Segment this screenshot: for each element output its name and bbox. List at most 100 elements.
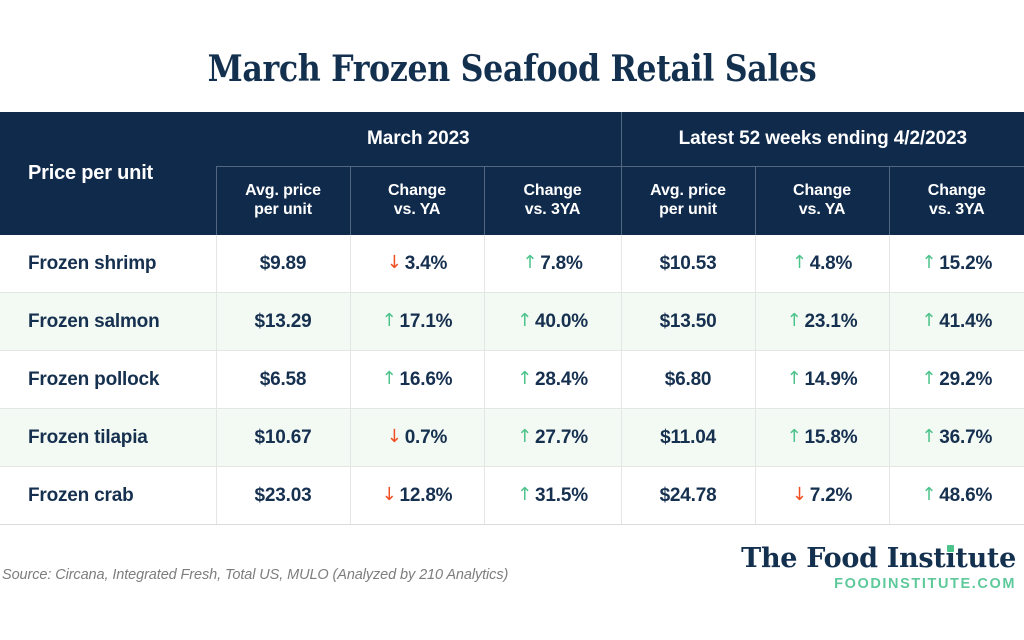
arrow-up-icon: ↑ xyxy=(381,309,397,331)
cell-latest-avg-price: $13.50 xyxy=(620,292,756,351)
cell-latest-change-3ya: ↑ 48.6% xyxy=(888,466,1024,525)
cell-latest-avg-price: $24.78 xyxy=(620,466,756,525)
cell-latest-change-ya: ↑ 23.1% xyxy=(754,292,890,351)
cell-latest-change-ya: ↑ 4.8% xyxy=(754,235,890,293)
cell-march-avg-price: $9.89 xyxy=(215,235,350,293)
header-line-1: Avg. price xyxy=(650,182,726,200)
arrow-up-icon: ↑ xyxy=(517,309,533,331)
table-row: Frozen shrimp $9.89 ↓ 3.4% ↑ 7.8% $10.53 ↑ 4.8% ↑… xyxy=(0,235,1024,293)
header-line-2: per unit xyxy=(659,201,717,218)
header-line-2: vs. 3YA xyxy=(928,201,985,218)
header-line-1: Avg. price xyxy=(245,182,321,200)
source-note: Source: Circana, Integrated Fresh, Total… xyxy=(2,567,509,583)
arrow-up-icon: ↑ xyxy=(921,251,937,273)
arrow-down-icon: ↓ xyxy=(381,483,397,505)
cell-march-avg-price: $13.29 xyxy=(215,292,350,351)
logo-website: FOODINSTITUTE.COM xyxy=(834,576,1016,592)
cell-march-avg-price: $10.67 xyxy=(215,408,350,467)
cell-march-change-3ya: ↑ 28.4% xyxy=(483,350,622,409)
table-body: Frozen shrimp $9.89 ↓ 3.4% ↑ 7.8% $10.53 ↑ 4.8% ↑… xyxy=(0,235,1024,525)
header-line-2: vs. YA xyxy=(798,201,846,218)
row-label-2: Frozen salmon xyxy=(0,292,216,351)
header-latest-change-ya: Change vs. YA xyxy=(754,166,890,235)
header-march-change-3ya: Change vs. 3YA xyxy=(483,166,622,235)
delta-value: 28.4% xyxy=(535,368,588,390)
arrow-up-icon: ↑ xyxy=(786,367,802,389)
table-row: Frozen salmon $13.29 ↑ 17.1% ↑ 40.0% $13.50 ↑ 23… xyxy=(0,292,1024,351)
delta-value: 27.7% xyxy=(535,426,588,448)
cell-march-change-3ya: ↑ 7.8% xyxy=(483,235,622,293)
cell-march-change-ya: ↓ 3.4% xyxy=(349,235,484,293)
header-line-2: vs. 3YA xyxy=(524,201,581,218)
arrow-down-icon: ↓ xyxy=(386,425,402,447)
delta-value: 36.7% xyxy=(939,426,993,448)
delta-value: 31.5% xyxy=(535,484,588,506)
delta-value: 15.8% xyxy=(804,426,858,448)
arrow-up-icon: ↑ xyxy=(522,251,538,273)
arrow-up-icon: ↑ xyxy=(786,309,802,331)
cell-latest-change-3ya: ↑ 15.2% xyxy=(888,235,1024,293)
data-table-container: Price per unit March 2023 Latest 52 week… xyxy=(0,112,1024,525)
header-price-per-unit: Price per unit xyxy=(0,112,216,235)
header-march-avg-price: Avg. price per unit xyxy=(215,166,350,235)
header-line-2: per unit xyxy=(254,201,312,218)
table-head: Price per unit March 2023 Latest 52 week… xyxy=(0,112,1024,235)
arrow-up-icon: ↑ xyxy=(517,483,533,505)
logo-green-dot-icon xyxy=(947,545,954,552)
cell-march-change-ya: ↓ 0.7% xyxy=(349,408,484,467)
delta-value: 0.7% xyxy=(404,426,448,448)
arrow-up-icon: ↑ xyxy=(517,367,533,389)
header-line-1: Change xyxy=(927,182,986,200)
delta-value: 23.1% xyxy=(804,310,858,332)
arrow-up-icon: ↑ xyxy=(791,251,807,273)
cell-march-change-3ya: ↑ 40.0% xyxy=(483,292,622,351)
row-label-5: Frozen crab xyxy=(0,466,216,525)
table-row: Frozen crab $23.03 ↓ 12.8% ↑ 31.5% $24.78 ↓ 7.2%… xyxy=(0,466,1024,525)
header-line-1: Change xyxy=(792,182,852,200)
delta-value: 15.2% xyxy=(939,252,993,274)
delta-value: 41.4% xyxy=(939,310,993,332)
header-group-march-2023: March 2023 xyxy=(216,112,622,167)
brand-logo: The Food Institute FOODINSTITUTE.COM xyxy=(741,545,1016,592)
seafood-price-table: Price per unit March 2023 Latest 52 week… xyxy=(0,112,1024,525)
header-line-1: Change xyxy=(523,182,582,200)
page-title: March Frozen Seafood Retail Sales xyxy=(207,48,817,90)
cell-march-change-ya: ↑ 16.6% xyxy=(349,350,484,409)
arrow-up-icon: ↑ xyxy=(921,425,937,447)
delta-value: 4.8% xyxy=(809,252,853,274)
logo-wordmark-text: The Food Institute xyxy=(741,543,1016,574)
cell-latest-avg-price: $6.80 xyxy=(620,350,756,409)
cell-march-change-3ya: ↑ 27.7% xyxy=(483,408,622,467)
arrow-down-icon: ↓ xyxy=(386,251,402,273)
cell-latest-avg-price: $11.04 xyxy=(620,408,756,467)
delta-value: 17.1% xyxy=(399,310,453,332)
arrow-up-icon: ↑ xyxy=(381,367,397,389)
arrow-up-icon: ↑ xyxy=(921,483,937,505)
arrow-up-icon: ↑ xyxy=(921,309,937,331)
delta-value: 7.2% xyxy=(809,484,853,506)
cell-latest-avg-price: $10.53 xyxy=(620,235,756,293)
arrow-down-icon: ↓ xyxy=(791,483,807,505)
table-row: Frozen tilapia $10.67 ↓ 0.7% ↑ 27.7% $11.04 ↑ 15… xyxy=(0,408,1024,467)
delta-value: 16.6% xyxy=(399,368,453,390)
header-latest-change-3ya: Change vs. 3YA xyxy=(888,166,1024,235)
delta-value: 29.2% xyxy=(939,368,993,390)
cell-latest-change-ya: ↑ 15.8% xyxy=(754,408,890,467)
cell-latest-change-3ya: ↑ 41.4% xyxy=(888,292,1024,351)
cell-march-change-3ya: ↑ 31.5% xyxy=(483,466,622,525)
header-line-2: vs. YA xyxy=(393,201,441,218)
cell-march-change-ya: ↑ 17.1% xyxy=(349,292,484,351)
delta-value: 14.9% xyxy=(804,368,858,390)
cell-latest-change-3ya: ↑ 36.7% xyxy=(888,408,1024,467)
row-label-3: Frozen pollock xyxy=(0,350,216,409)
delta-value: 12.8% xyxy=(399,484,453,506)
cell-march-change-ya: ↓ 12.8% xyxy=(349,466,484,525)
arrow-up-icon: ↑ xyxy=(517,425,533,447)
header-line-1: Change xyxy=(387,182,447,200)
cell-latest-change-ya: ↓ 7.2% xyxy=(754,466,890,525)
delta-value: 48.6% xyxy=(939,484,993,506)
delta-value: 7.8% xyxy=(540,252,583,274)
delta-value: 3.4% xyxy=(404,252,448,274)
cell-latest-change-3ya: ↑ 29.2% xyxy=(888,350,1024,409)
